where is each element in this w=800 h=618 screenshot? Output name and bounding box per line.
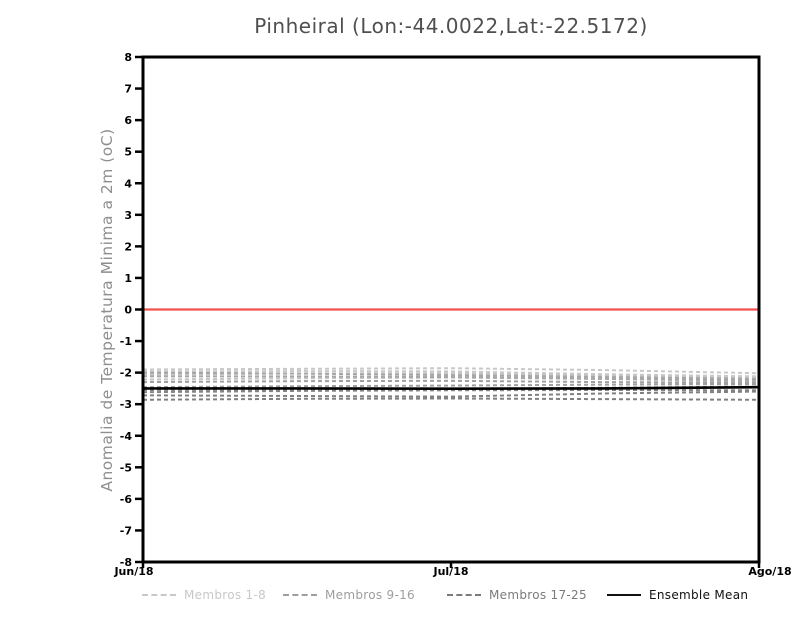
- ensemble-member-line: [142, 371, 760, 380]
- legend-item-membros-9-16: Membros 9-16: [283, 588, 415, 602]
- x-tick-label-jul: Jul/18: [433, 565, 469, 578]
- y-tick-label: 2: [124, 240, 132, 253]
- ensemble-member-line: [142, 370, 760, 378]
- ensemble-member-line: [142, 388, 760, 394]
- y-tick-label: -1: [120, 335, 132, 348]
- y-tick-label: 7: [124, 83, 132, 96]
- y-tick-label: -7: [120, 524, 132, 537]
- ensemble-member-line: [142, 372, 760, 380]
- x-tick-label-ago: Ago/18: [748, 565, 792, 578]
- y-tick-label: -6: [120, 493, 133, 506]
- ensemble-member-line: [142, 390, 760, 398]
- legend-label: Ensemble Mean: [649, 588, 749, 602]
- ensemble-member-line: [142, 379, 760, 384]
- x-tick-label-jun: Jun/18: [114, 565, 154, 578]
- y-tick-label: -4: [120, 430, 133, 443]
- y-tick-label: 4: [124, 177, 132, 190]
- chart-title: Pinheiral (Lon:-44.0022,Lat:-22.5172): [254, 14, 648, 38]
- y-tick-label: -5: [120, 461, 132, 474]
- y-tick-label: 3: [124, 209, 132, 222]
- y-tick-label: -8: [120, 556, 132, 569]
- dashed-line-swatch: [447, 594, 481, 596]
- y-tick-label: 1: [124, 272, 132, 285]
- ensemble-member-line: [142, 382, 760, 389]
- ensemble-member-line: [142, 397, 760, 401]
- legend-label: Membros 17-25: [489, 588, 587, 602]
- legend-label: Membros 1-8: [184, 588, 267, 602]
- ensemble-member-line: [143, 375, 760, 382]
- y-tick-label: 0: [124, 304, 132, 317]
- legend-item-membros-17-25: Membros 17-25: [447, 588, 587, 602]
- ensemble-mean-line: [143, 385, 760, 391]
- legend-item-ensemble-mean: Ensemble Mean: [607, 588, 748, 602]
- y-tick-label: 5: [124, 146, 132, 159]
- legend: Membros 1-8 Membros 9-16 Membros 17-25 E…: [0, 588, 800, 604]
- ensemble-member-line: [142, 367, 760, 375]
- legend-label: Membros 9-16: [325, 588, 415, 602]
- y-tick-label: -3: [120, 398, 132, 411]
- dashed-line-swatch: [142, 594, 176, 596]
- legend-item-membros-1-8: Membros 1-8: [142, 588, 266, 602]
- solid-line-swatch: [607, 594, 641, 596]
- dashed-line-swatch: [283, 594, 317, 596]
- y-tick-label: 8: [124, 51, 132, 64]
- y-tick-label: 6: [124, 114, 132, 127]
- y-tick-label: -2: [120, 367, 132, 380]
